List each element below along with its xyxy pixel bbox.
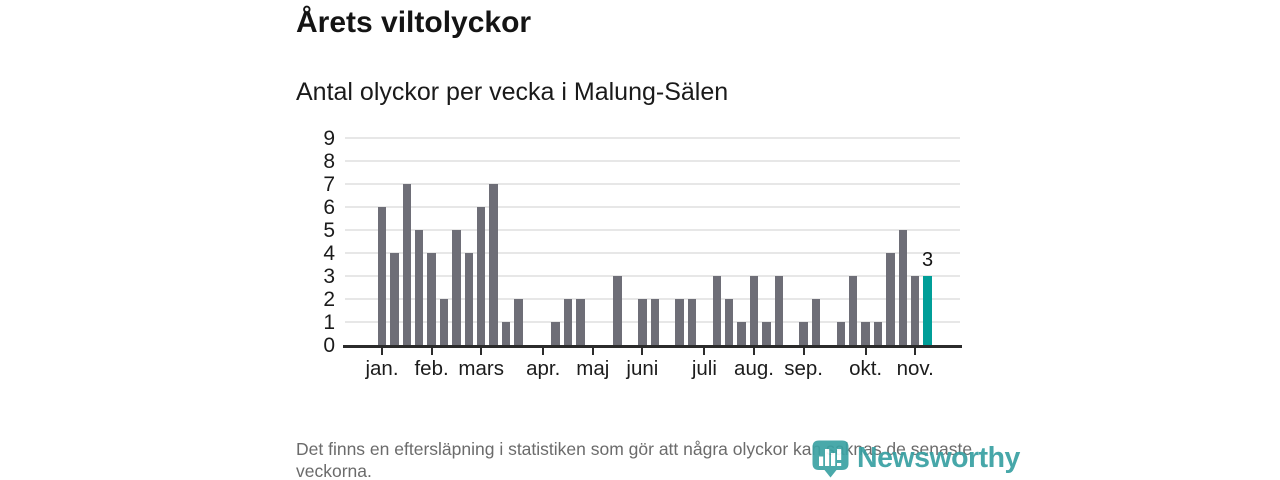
page-title: Årets viltolyckor xyxy=(296,6,532,39)
x-axis-tick-jan xyxy=(381,348,383,355)
bar-week-35 xyxy=(799,322,808,345)
y-axis-label-3: 3 xyxy=(323,265,335,288)
x-axis-tick-maj xyxy=(591,348,594,355)
bar-week-1 xyxy=(377,207,387,345)
bar-week-39 xyxy=(849,276,858,345)
bar-week-20 xyxy=(613,276,622,345)
x-axis-label-okt: okt. xyxy=(849,357,883,380)
footer-note: Det finns en eftersläpning i statistiken… xyxy=(296,439,973,480)
gridline-y8 xyxy=(345,160,960,162)
x-axis-tick-juli xyxy=(703,348,706,355)
y-axis-label-7: 7 xyxy=(323,173,335,196)
y-axis-label-0: 0 xyxy=(323,334,335,357)
bar-week-16 xyxy=(563,299,573,345)
y-axis-label-8: 8 xyxy=(323,150,335,173)
bar-week-11 xyxy=(501,322,511,345)
y-axis-label-9: 9 xyxy=(323,127,335,150)
x-axis-line xyxy=(343,345,962,348)
x-axis-label-maj: maj xyxy=(576,357,610,380)
bar-week-38 xyxy=(836,322,845,345)
bar-week-9 xyxy=(477,207,486,345)
bar-week-29 xyxy=(725,299,734,345)
x-axis-label-apr: apr. xyxy=(526,357,561,380)
chart-subtitle: Antal olyckor per vecka i Malung-Sälen xyxy=(296,78,729,106)
plot-area: 0 1 2 3 4 5 6 7 8 9 3 jan. feb. mars apr. maj juni juli au… xyxy=(323,127,962,380)
bar-week-30 xyxy=(737,322,746,345)
y-axis-label-5: 5 xyxy=(323,219,335,242)
newsworthy-logo: Newsworthy xyxy=(810,437,1020,479)
x-axis-tick-okt xyxy=(864,348,867,355)
newsworthy-wordmark: Newsworthy xyxy=(857,441,1020,474)
y-axis-label-2: 2 xyxy=(323,288,335,311)
bar-week-10 xyxy=(489,184,498,345)
bar-week-2 xyxy=(390,253,399,345)
bar-week-25 xyxy=(675,299,684,345)
bar-week-44 xyxy=(911,276,920,345)
bar-week-31 xyxy=(749,276,759,345)
bar-week-42 xyxy=(886,253,895,345)
gridline-y9 xyxy=(345,137,960,139)
x-axis-label-feb: feb. xyxy=(414,357,449,380)
bar-week-5 xyxy=(427,253,436,345)
bar-week-41 xyxy=(873,322,883,345)
x-axis-label-aug: aug. xyxy=(734,357,774,380)
x-axis-label-jan: jan. xyxy=(365,357,399,380)
bar-week-12 xyxy=(514,299,523,345)
bar-week-17 xyxy=(576,299,585,345)
last-bar-value-label: 3 xyxy=(922,249,934,271)
bar-week-8 xyxy=(464,253,473,345)
bar-week-40 xyxy=(861,322,870,345)
x-axis-label-sep: sep. xyxy=(784,357,823,380)
x-axis-tick-sep xyxy=(802,348,805,355)
bar-week-4 xyxy=(415,230,424,345)
bar-week-28 xyxy=(712,276,721,345)
bar-week-26 xyxy=(687,299,697,345)
x-axis-label-nov: nov. xyxy=(896,357,934,380)
bar-week-15 xyxy=(551,322,560,345)
newsworthy-bar-chart-bubble-icon xyxy=(812,440,849,477)
bar-week-32 xyxy=(762,322,771,345)
x-axis-label-juni: juni xyxy=(626,357,659,380)
x-axis-tick-aug xyxy=(753,348,755,355)
y-axis-label-4: 4 xyxy=(323,242,335,265)
y-axis-label-1: 1 xyxy=(323,311,335,334)
bar-week-3 xyxy=(402,184,411,345)
x-axis-tick-juni xyxy=(641,348,644,355)
x-axis-tick-apr xyxy=(542,348,545,355)
y-axis-label-6: 6 xyxy=(323,196,335,219)
bar-week-45 xyxy=(923,276,932,345)
bar-week-33 xyxy=(774,276,783,345)
bar-week-7 xyxy=(452,230,461,345)
gridline-y6 xyxy=(345,206,960,208)
bar-week-23 xyxy=(650,299,659,345)
bar-week-6 xyxy=(439,299,449,345)
gridline-y5 xyxy=(345,229,960,231)
x-axis-tick-mars xyxy=(480,348,483,355)
x-axis-tick-feb xyxy=(430,348,433,355)
gridline-y3 xyxy=(345,275,960,277)
bar-week-43 xyxy=(898,230,907,345)
x-axis-label-juli: juli xyxy=(691,357,717,380)
bar-week-36 xyxy=(811,299,821,345)
gridline-y4 xyxy=(345,252,960,254)
x-axis-label-mars: mars xyxy=(458,357,504,380)
bar-week-22 xyxy=(638,299,647,345)
x-axis-tick-nov xyxy=(914,348,917,355)
gridline-y7 xyxy=(345,183,960,185)
